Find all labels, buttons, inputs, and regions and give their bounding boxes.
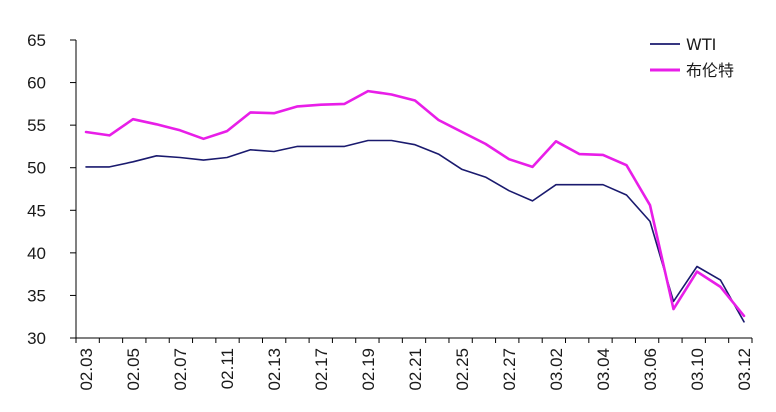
y-tick-label: 60 <box>27 74 46 93</box>
x-axis: 02.03 02.05 02.07 02.11 02.13 02.17 02.19 02.21… <box>75 337 754 391</box>
x-tick-label: 02.05 <box>124 348 143 391</box>
y-tick-label: 35 <box>27 286 46 305</box>
x-tick-label: 02.11 <box>218 348 237 389</box>
series-line-wti <box>85 139 745 323</box>
y-tick-label: 40 <box>27 244 46 263</box>
x-tick-label: 02.25 <box>453 348 472 391</box>
series-line-brent <box>84 89 746 318</box>
y-tick-label: 50 <box>27 159 46 178</box>
legend-label: WTI <box>686 35 716 54</box>
y-tick-label: 45 <box>27 201 46 220</box>
x-tick-label: 02.07 <box>171 348 190 391</box>
x-tick-label: 03.12 <box>735 348 754 391</box>
x-tick-label: 03.04 <box>594 348 613 391</box>
legend-label: 布伦特 <box>686 61 734 80</box>
y-axis: 30 35 40 45 50 55 60 65 <box>27 31 77 348</box>
legend: WTI 布伦特 <box>650 35 734 80</box>
y-tick-label: 30 <box>27 329 46 348</box>
x-tick-label: 02.13 <box>265 348 284 391</box>
x-tick-label: 02.19 <box>359 348 378 391</box>
x-tick-label: 03.02 <box>547 348 566 391</box>
series-group <box>84 89 746 323</box>
x-tick-label: 02.03 <box>77 348 96 391</box>
y-tick-label: 65 <box>27 31 46 50</box>
x-tick-label: 02.21 <box>406 348 425 391</box>
x-tick-label: 02.27 <box>500 348 519 391</box>
y-tick-label: 55 <box>27 116 46 135</box>
x-tick-label: 03.10 <box>688 348 707 391</box>
x-tick-label: 03.06 <box>641 348 660 391</box>
x-tick-label: 02.17 <box>312 348 331 391</box>
